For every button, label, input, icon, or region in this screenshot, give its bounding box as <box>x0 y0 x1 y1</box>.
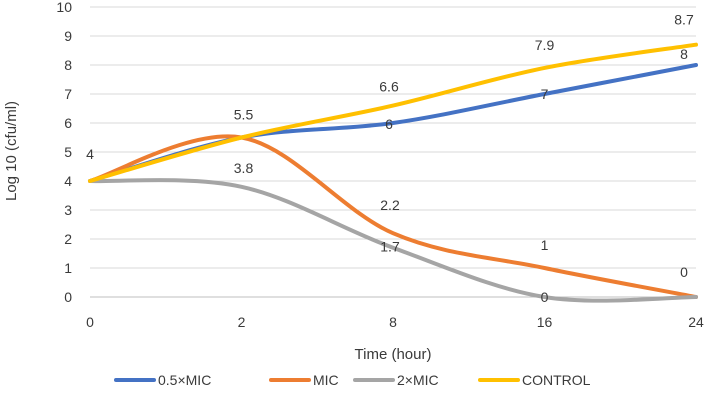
y-tick-label: 1 <box>64 260 72 276</box>
x-axis-ticks: 0 2 8 16 24 <box>86 314 704 330</box>
legend-item[interactable]: CONTROL <box>478 372 591 388</box>
y-axis-ticks: 0 1 2 3 4 5 6 7 8 9 10 <box>56 0 72 305</box>
series-line <box>88 134 698 299</box>
y-tick-label: 7 <box>64 86 72 102</box>
series-line <box>88 42 698 183</box>
legend: 0.5×MIC MIC 2×MIC CONTROL <box>114 372 591 388</box>
y-tick-label: 10 <box>56 0 72 15</box>
series-lines <box>88 42 698 303</box>
y-tick-label: 6 <box>64 115 72 131</box>
y-tick-label: 3 <box>64 202 72 218</box>
data-labels: 4 5.5 3.8 6.6 6 2.2 1.7 7.9 7 1 0 8.7 8 0 <box>86 12 694 305</box>
data-label: 6 <box>385 116 393 132</box>
x-tick-label: 16 <box>537 314 553 330</box>
legend-label: 2×MIC <box>397 372 439 388</box>
y-axis-title: Log 10 (cfu/ml) <box>3 101 20 201</box>
legend-item[interactable]: 2×MIC <box>353 372 439 388</box>
data-label: 8 <box>680 46 688 62</box>
data-label: 2.2 <box>380 197 400 213</box>
x-tick-label: 0 <box>86 314 94 330</box>
legend-label: CONTROL <box>522 372 591 388</box>
y-tick-label: 5 <box>64 144 72 160</box>
y-tick-label: 9 <box>64 28 72 44</box>
data-label: 1 <box>541 237 549 253</box>
y-tick-label: 0 <box>64 289 72 305</box>
data-label: 0 <box>541 289 549 305</box>
data-label: 8.7 <box>674 12 694 28</box>
x-tick-label: 2 <box>238 314 246 330</box>
x-tick-label: 8 <box>389 314 397 330</box>
y-tick-label: 2 <box>64 231 72 247</box>
y-tick-label: 8 <box>64 57 72 73</box>
data-label: 6.6 <box>379 79 399 95</box>
y-tick-label: 4 <box>64 173 72 189</box>
legend-label: MIC <box>313 372 339 388</box>
data-label: 0 <box>680 264 688 280</box>
legend-item[interactable]: 0.5×MIC <box>114 372 211 388</box>
legend-label: 0.5×MIC <box>158 372 211 388</box>
data-label: 7.9 <box>535 37 555 53</box>
data-label: 1.7 <box>380 239 400 255</box>
data-label: 3.8 <box>234 160 254 176</box>
series-line <box>88 178 698 303</box>
x-axis-title: Time (hour) <box>355 346 432 363</box>
data-label: 5.5 <box>234 107 254 123</box>
x-tick-label: 24 <box>688 314 704 330</box>
data-label: 7 <box>541 86 549 102</box>
data-label: 4 <box>86 146 94 162</box>
legend-item[interactable]: MIC <box>269 372 339 388</box>
